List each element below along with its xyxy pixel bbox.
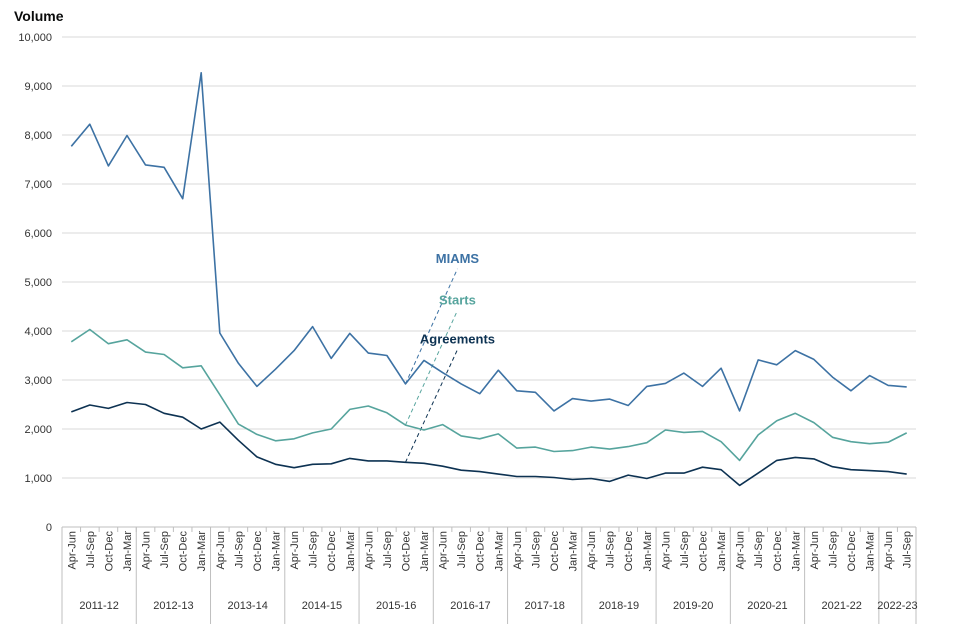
year-group-label: 2015-16 [376, 600, 416, 612]
year-group-label: 2012-13 [153, 600, 193, 612]
x-tick-label: Jan-Mar [493, 531, 505, 572]
x-tick-label: Jan-Mar [568, 531, 580, 572]
y-axis-ticks: 0 1,000 2,000 3,000 4,000 5,000 6,000 7,000 8,00… [18, 32, 52, 534]
x-tick-label: Jan-Mar [716, 531, 728, 572]
series-line-agreements [71, 403, 906, 486]
x-tick-label: Apr-Jun [883, 531, 895, 570]
y-tick-label: 10,000 [18, 32, 52, 44]
year-group-label: 2014-15 [302, 600, 342, 612]
x-tick-label: Jan-Mar [642, 531, 654, 572]
y-tick-label: 2,000 [24, 424, 52, 436]
x-tick-label: Apr-Jun [66, 531, 78, 570]
x-tick-label: Apr-Jun [215, 531, 227, 570]
year-group-label: 2011-12 [79, 600, 119, 612]
y-tick-label: 4,000 [24, 326, 52, 338]
x-tick-label: Oct-Dec [475, 531, 487, 572]
x-tick-label: Jul-Sep [902, 531, 914, 568]
x-tick-label: Apr-Jun [512, 531, 524, 570]
y-tick-label: 6,000 [24, 228, 52, 240]
y-tick-label: 8,000 [24, 130, 52, 142]
x-tick-label: Jan-Mar [865, 531, 877, 572]
x-tick-label: Oct-Dec [178, 531, 190, 572]
x-tick-label: Jul-Sep [605, 531, 617, 568]
x-tick-label: Jul-Sep [679, 531, 691, 568]
x-tick-label: Jul-Sep [827, 531, 839, 568]
x-tick-label: Jan-Mar [122, 531, 134, 572]
year-group-label: 2019-20 [673, 600, 713, 612]
y-tick-label: 7,000 [24, 179, 52, 191]
year-group-label: 2022-23 [877, 600, 917, 612]
x-tick-label: Oct-Dec [846, 531, 858, 572]
x-tick-label: Oct-Dec [400, 531, 412, 572]
x-tick-label: Apr-Jun [363, 531, 375, 570]
x-tick-label: Jul-Sep [456, 531, 468, 568]
x-tick-label: Jul-Sep [233, 531, 245, 568]
year-group-label: 2020-21 [747, 600, 787, 612]
y-tick-label: 9,000 [24, 81, 52, 93]
x-tick-label: Apr-Jun [735, 531, 747, 570]
series-label-miams: MIAMS [436, 251, 480, 266]
x-axis: Apr-Jun Jul-Sep Oct-Dec Jan-Mar Apr-Jun Jul-S… [62, 527, 918, 624]
x-tick-label: Oct-Dec [698, 531, 710, 572]
year-group-label: 2021-22 [822, 600, 862, 612]
series-line-miams [71, 73, 906, 411]
x-tick-label: Jan-Mar [196, 531, 208, 572]
x-tick-label: Apr-Jun [586, 531, 598, 570]
y-tick-label: 5,000 [24, 277, 52, 289]
y-tick-label: 3,000 [24, 375, 52, 387]
x-tick-label: Oct-Dec [103, 531, 115, 572]
x-tick-label: Jul-Sep [530, 531, 542, 568]
series-label-starts: Starts [439, 293, 476, 308]
x-tick-label: Jan-Mar [790, 531, 802, 572]
year-group-label: 2018-19 [599, 600, 639, 612]
y-tick-label: 0 [46, 522, 52, 534]
x-tick-label: Jul-Sep [753, 531, 765, 568]
year-group-label: 2017-18 [525, 600, 565, 612]
x-tick-label: Jan-Mar [271, 531, 283, 572]
x-tick-label: Jan-Mar [419, 531, 431, 572]
x-tick-label: Oct-Dec [772, 531, 784, 572]
series-line-starts [71, 330, 906, 461]
x-tick-label: Apr-Jun [660, 531, 672, 570]
x-tick-label: Jul-Sep [159, 531, 171, 568]
year-group-label: 2013-14 [227, 600, 267, 612]
year-group-label: 2016-17 [450, 600, 490, 612]
x-tick-label: Oct-Dec [623, 531, 635, 572]
x-tick-label: Jan-Mar [345, 531, 357, 572]
x-tick-label: Jul-Sep [382, 531, 394, 568]
x-tick-label: Jul-Sep [85, 531, 97, 568]
x-tick-label: Apr-Jun [809, 531, 821, 570]
series-labels: MIAMS Starts Agreements [420, 251, 495, 347]
series-label-agreements: Agreements [420, 332, 495, 347]
y-tick-label: 1,000 [24, 473, 52, 485]
x-tick-label: Oct-Dec [326, 531, 338, 572]
x-tick-label: Oct-Dec [252, 531, 264, 572]
x-tick-label: Oct-Dec [549, 531, 561, 572]
x-tick-label: Apr-Jun [438, 531, 450, 570]
y-axis-title: Volume [14, 8, 64, 24]
x-tick-label: Jul-Sep [308, 531, 320, 568]
gridlines [62, 37, 916, 478]
x-tick-label: Apr-Jun [289, 531, 301, 570]
x-tick-label: Apr-Jun [141, 531, 153, 570]
